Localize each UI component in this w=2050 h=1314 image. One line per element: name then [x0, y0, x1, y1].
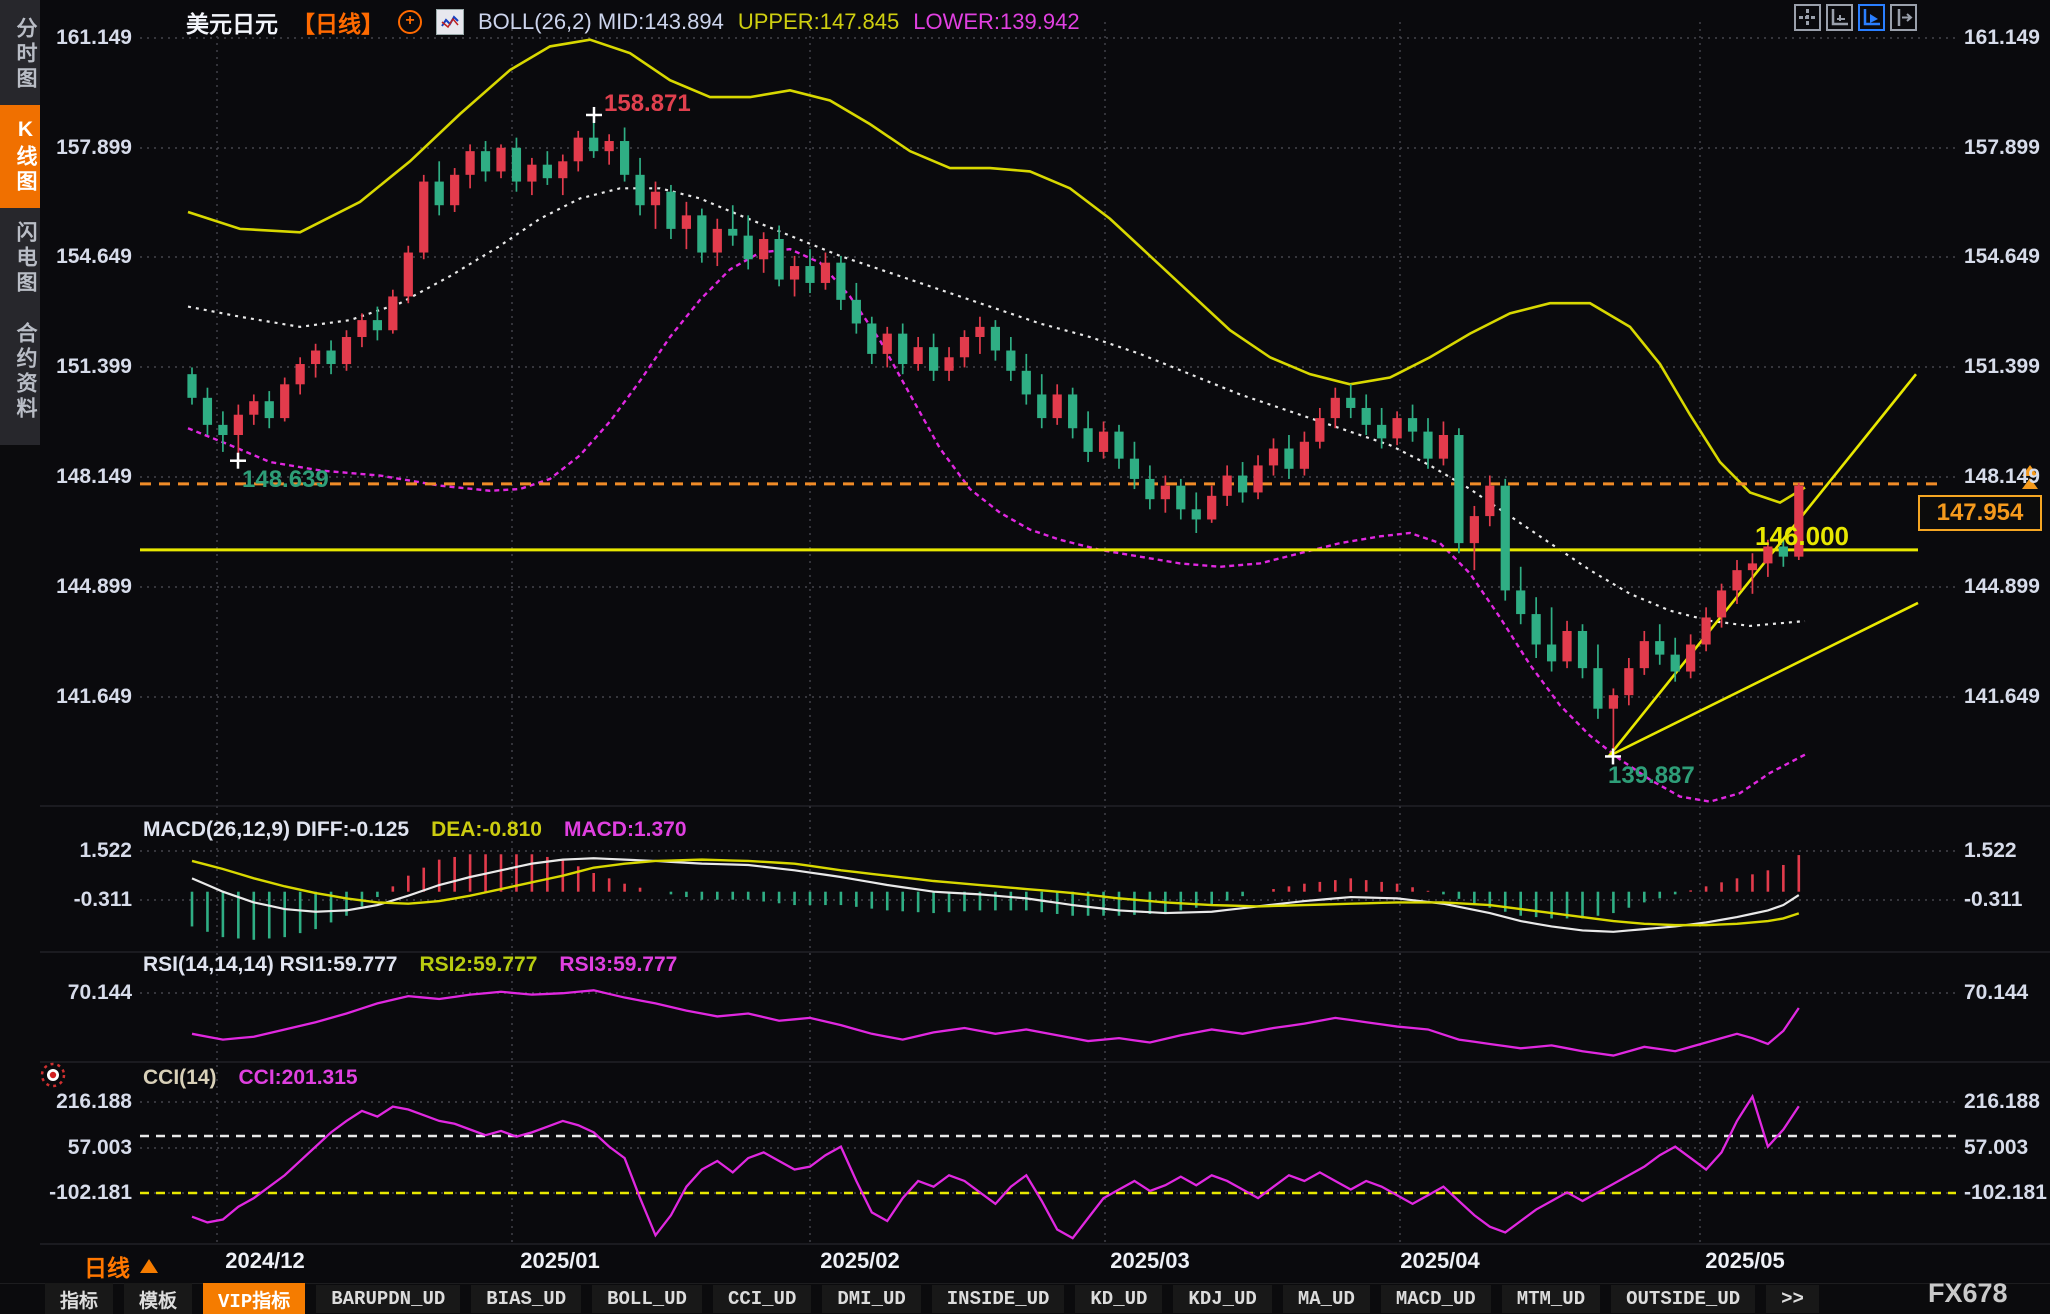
- add-compare-icon[interactable]: +: [398, 10, 422, 34]
- rsi3-label: RSI3:59.777: [559, 953, 678, 976]
- toolbar-tab-kd_ud[interactable]: KD_UD: [1075, 1285, 1163, 1313]
- period-tag[interactable]: 【日线】: [292, 11, 384, 37]
- timeframe-label[interactable]: 日线: [84, 1255, 130, 1281]
- sidebar-item-3[interactable]: 合约资料: [14, 322, 37, 422]
- cci-axis-label-right-1: 57.003: [1964, 1136, 2029, 1159]
- annotation-high: 158.871: [604, 90, 691, 117]
- rsi-readout: RSI(14,14,14) RSI1:59.777 RSI2:59.777 RS…: [143, 953, 677, 977]
- macd-axis-label-right-0: 1.522: [1964, 839, 2017, 862]
- macd-bar-label: MACD:1.370: [563, 818, 687, 841]
- toolbar-tab-[interactable]: 模板: [124, 1282, 193, 1314]
- symbol-title: 美元日元: [186, 11, 278, 37]
- x-axis-month-0: 2024/12: [225, 1248, 305, 1273]
- price-axis-label-right-3: 151.399: [1964, 355, 2040, 378]
- axis-scale-icon[interactable]: [1826, 4, 1853, 31]
- macd-axis-label-right-1: -0.311: [1964, 888, 2023, 911]
- macd-axis-label-left-0: 1.522: [79, 839, 132, 862]
- sidebar-item-2[interactable]: 闪电图: [14, 221, 37, 296]
- x-axis-month-2: 2025/02: [820, 1248, 900, 1273]
- toolbar-tab-[interactable]: 指标: [45, 1282, 114, 1314]
- price-axis-label-right-1: 157.899: [1964, 136, 2040, 159]
- sidebar-item-0[interactable]: 分时图: [14, 17, 37, 92]
- crosshair-tool-icon[interactable]: [1794, 4, 1821, 31]
- current-price-badge: 147.954: [1918, 495, 2042, 531]
- toolbar-tab-cci_ud[interactable]: CCI_UD: [712, 1285, 812, 1313]
- macd-dea-label: DEA:-0.810: [431, 818, 542, 841]
- x-axis-month-3: 2025/03: [1110, 1248, 1190, 1273]
- price-axis-label-right-4: 148.149: [1964, 465, 2040, 488]
- macd-axis-label-left-1: -0.311: [73, 888, 132, 911]
- toolbar-tab->>[interactable]: >>: [1766, 1285, 1819, 1313]
- cci-axis-label-left-0: 216.188: [56, 1090, 132, 1113]
- x-axis-month-4: 2025/04: [1400, 1248, 1480, 1273]
- indicator-toolbar: 指标 模板 VIP指标 BARUPDN_UD BIAS_UD BOLL_UD CCI_UD D…: [0, 1282, 2050, 1314]
- price-up-arrows-icon: [2022, 465, 2038, 489]
- rsi-axis-label-right-0: 70.144: [1964, 981, 2029, 1004]
- watermark: FX678: [1928, 1278, 2008, 1308]
- price-axis-label-right-5: 144.899: [1964, 575, 2040, 598]
- price-axis-label-left-0: 161.149: [56, 26, 132, 49]
- boll-lower-readout: LOWER:139.942: [913, 9, 1080, 34]
- price-axis-label-left-2: 154.649: [56, 245, 132, 268]
- toolbar-tab-kdj_ud[interactable]: KDJ_UD: [1173, 1285, 1272, 1313]
- cci-name-label: CCI(14): [143, 1066, 217, 1089]
- toolbar-tab-macd_ud[interactable]: MACD_UD: [1380, 1285, 1491, 1313]
- auto-scale-icon[interactable]: [1858, 4, 1885, 31]
- cci-readout: CCI(14) CCI:201.315: [143, 1066, 358, 1090]
- toolbar-tab-mtm_ud[interactable]: MTM_UD: [1501, 1285, 1601, 1313]
- boll-upper-readout: UPPER:147.845: [737, 9, 900, 34]
- macd-diff-label: MACD(26,12,9) DIFF:-0.125: [143, 818, 410, 841]
- sidebar-tabs: 分时图 K线图闪电图合约资料: [0, 0, 40, 445]
- timeframe-selector[interactable]: 日线: [84, 1249, 158, 1283]
- toolbar-tab-barupdn_ud[interactable]: BARUPDN_UD: [316, 1285, 461, 1313]
- annotation-low-dec: 148.639: [242, 466, 329, 493]
- toolbar-tab-vip[interactable]: VIP指标: [203, 1282, 306, 1314]
- x-axis-month-1: 2025/01: [520, 1248, 600, 1273]
- hot-marker-icon[interactable]: [38, 1060, 68, 1095]
- chart-type-icon[interactable]: [436, 9, 464, 35]
- cci-axis-label-left-1: 57.003: [67, 1136, 132, 1159]
- timeframe-caret-icon: [140, 1259, 158, 1273]
- toolbar-tab-outside_ud[interactable]: OUTSIDE_UD: [1611, 1285, 1756, 1313]
- chart-header: 美元日元 【日线】 + BOLL(26,2) MID:143.894 UPPER…: [186, 5, 1080, 39]
- pane-expand-icon[interactable]: [1890, 4, 1917, 31]
- price-axis-label-right-2: 154.649: [1964, 245, 2040, 268]
- boll-mid-readout: BOLL(26,2) MID:143.894: [478, 9, 724, 34]
- price-axis-label-left-5: 144.899: [56, 575, 132, 598]
- rsi-axis-label-left-0: 70.144: [67, 981, 132, 1004]
- toolbar-tab-bias_ud[interactable]: BIAS_UD: [471, 1285, 582, 1313]
- rsi2-label: RSI2:59.777: [419, 953, 538, 976]
- annotation-low-apr: 139.887: [1608, 762, 1695, 789]
- annotation-level-146: 146.000: [1755, 521, 1849, 551]
- price-axis-label-left-3: 151.399: [56, 355, 132, 378]
- price-axis-label-left-4: 148.149: [56, 465, 132, 488]
- x-axis-month-5: 2025/05: [1705, 1248, 1785, 1273]
- macd-readout: MACD(26,12,9) DIFF:-0.125 DEA:-0.810 MAC…: [143, 818, 687, 842]
- toolbar-tab-inside_ud[interactable]: INSIDE_UD: [931, 1285, 1065, 1313]
- price-axis-label-right-0: 161.149: [1964, 26, 2040, 49]
- price-axis-label-left-1: 157.899: [56, 136, 132, 159]
- toolbar-tab-ma_ud[interactable]: MA_UD: [1282, 1285, 1370, 1313]
- rsi1-label: RSI(14,14,14) RSI1:59.777: [143, 953, 398, 976]
- sidebar: 分时图 K线图闪电图合约资料: [0, 0, 40, 1314]
- cci-axis-label-right-0: 216.188: [1964, 1090, 2040, 1113]
- sidebar-item-1[interactable]: K线图: [0, 105, 40, 208]
- toolbar-tab-boll_ud[interactable]: BOLL_UD: [592, 1285, 702, 1313]
- toolbar-tab-dmi_ud[interactable]: DMI_UD: [822, 1285, 921, 1313]
- cci-axis-label-right-2: -102.181: [1964, 1181, 2047, 1204]
- cci-value-label: CCI:201.315: [238, 1066, 358, 1089]
- price-axis-label-right-6: 141.649: [1964, 685, 2040, 708]
- cci-axis-label-left-2: -102.181: [49, 1181, 132, 1204]
- price-axis-label-left-6: 141.649: [56, 685, 132, 708]
